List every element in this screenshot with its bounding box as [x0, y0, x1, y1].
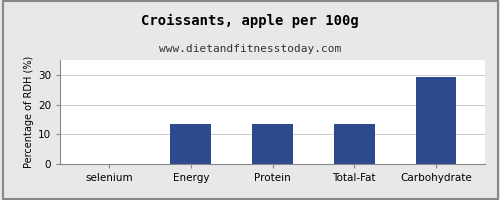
Bar — [252, 124, 293, 164]
Bar — [334, 124, 374, 164]
Bar — [170, 124, 211, 164]
Text: www.dietandfitnesstoday.com: www.dietandfitnesstoday.com — [159, 44, 341, 54]
Bar — [416, 77, 457, 164]
Text: Croissants, apple per 100g: Croissants, apple per 100g — [141, 14, 359, 28]
Y-axis label: Percentage of RDH (%): Percentage of RDH (%) — [24, 56, 34, 168]
